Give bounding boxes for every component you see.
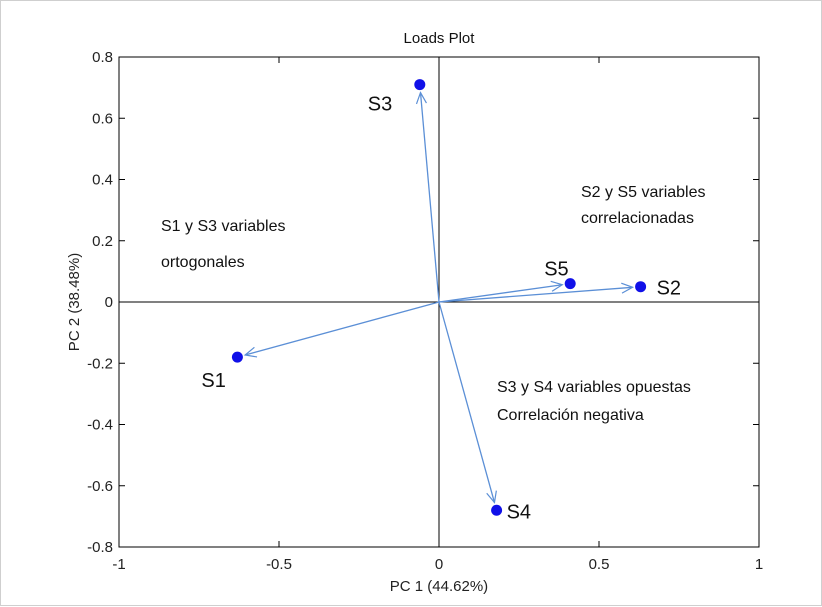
y-axis-title: PC 2 (38.48%) — [66, 253, 83, 351]
y-tick-label: -0.8 — [87, 539, 113, 556]
y-tick-label: 0.8 — [92, 49, 113, 66]
point-label-s5: S5 — [544, 259, 568, 281]
annotation-orthogonal-line-2: ortogonales — [161, 254, 245, 271]
point-label-s1: S1 — [201, 370, 225, 392]
y-tick-label: -0.2 — [87, 355, 113, 372]
point-s3 — [414, 79, 426, 91]
point-s5 — [564, 278, 576, 290]
annotation-opposite-line-2: Correlación negativa — [497, 407, 644, 424]
plot-title: Loads Plot — [404, 30, 476, 47]
annotation-correlated-line-2: correlacionadas — [581, 210, 694, 227]
loading-arrow-s4 — [438, 301, 497, 504]
x-tick-label: 0 — [435, 556, 443, 573]
x-tick-label: 0.5 — [589, 556, 610, 573]
annotation-orthogonal-line-1: S1 y S3 variables — [161, 218, 286, 235]
point-label-s4: S4 — [507, 501, 531, 523]
x-tick-label: -1 — [112, 556, 125, 573]
loading-arrow-s5 — [438, 280, 564, 303]
point-label-s2: S2 — [657, 278, 681, 300]
point-s2 — [635, 281, 647, 293]
x-tick-label: 1 — [755, 556, 763, 573]
loading-arrow-s3 — [415, 91, 440, 303]
point-s1 — [231, 351, 243, 363]
point-s4 — [491, 504, 503, 516]
x-axis-title: PC 1 (44.62%) — [390, 578, 488, 595]
x-tick-label: -0.5 — [266, 556, 292, 573]
y-tick-label: 0 — [105, 294, 113, 311]
y-tick-label: 0.4 — [92, 172, 113, 189]
annotation-opposite-line-1: S3 y S4 variables opuestas — [497, 379, 691, 396]
loading-arrow-s1 — [243, 301, 440, 358]
y-tick-label: -0.6 — [87, 478, 113, 495]
y-tick-label: 0.2 — [92, 233, 113, 250]
loading-arrow-s2 — [438, 282, 635, 303]
annotation-correlated-line-1: S2 y S5 variables — [581, 184, 706, 201]
y-tick-label: -0.4 — [87, 417, 113, 434]
y-tick-label: 0.6 — [92, 110, 113, 127]
point-label-s3: S3 — [368, 94, 392, 116]
